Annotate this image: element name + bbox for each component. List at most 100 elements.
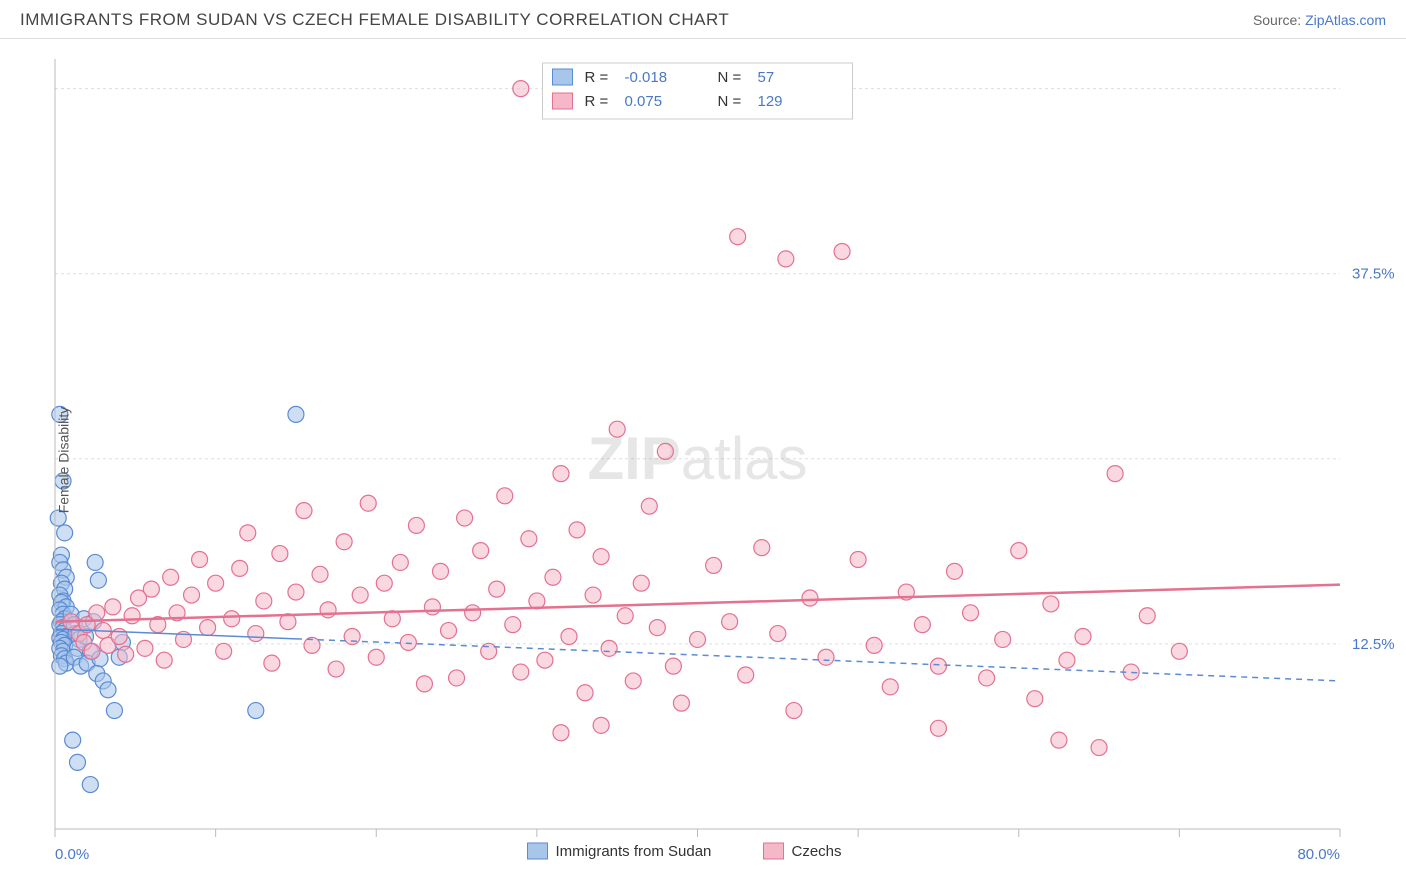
scatter-point bbox=[106, 703, 122, 719]
scatter-point bbox=[328, 661, 344, 677]
legend-n-label: N = bbox=[718, 93, 742, 110]
scatter-point bbox=[738, 667, 754, 683]
scatter-point bbox=[593, 717, 609, 733]
scatter-point bbox=[778, 251, 794, 267]
scatter-point bbox=[722, 614, 738, 630]
scatter-point bbox=[296, 503, 312, 519]
scatter-point bbox=[834, 244, 850, 260]
scatter-point bbox=[1059, 652, 1075, 668]
scatter-point bbox=[706, 557, 722, 573]
chart-header: IMMIGRANTS FROM SUDAN VS CZECH FEMALE DI… bbox=[0, 0, 1406, 39]
scatter-point bbox=[84, 643, 100, 659]
scatter-point bbox=[336, 534, 352, 550]
scatter-point bbox=[368, 649, 384, 665]
scatter-point bbox=[192, 552, 208, 568]
scatter-point bbox=[57, 525, 73, 541]
scatter-point bbox=[657, 443, 673, 459]
scatter-point bbox=[601, 640, 617, 656]
source-link[interactable]: ZipAtlas.com bbox=[1305, 12, 1386, 28]
scatter-point bbox=[786, 703, 802, 719]
scatter-point bbox=[105, 599, 121, 615]
scatter-point bbox=[465, 605, 481, 621]
scatter-point bbox=[802, 590, 818, 606]
scatter-point bbox=[441, 623, 457, 639]
scatter-point bbox=[641, 498, 657, 514]
scatter-point bbox=[352, 587, 368, 603]
scatter-point bbox=[124, 608, 140, 624]
scatter-point bbox=[770, 626, 786, 642]
scatter-point bbox=[224, 611, 240, 627]
scatter-point bbox=[90, 572, 106, 588]
scatter-point bbox=[930, 658, 946, 674]
scatter-point bbox=[561, 629, 577, 645]
chart-title: IMMIGRANTS FROM SUDAN VS CZECH FEMALE DI… bbox=[20, 10, 729, 30]
scatter-point bbox=[433, 563, 449, 579]
scatter-point bbox=[256, 593, 272, 609]
scatter-point bbox=[376, 575, 392, 591]
source-prefix: Source: bbox=[1253, 12, 1305, 28]
scatter-point bbox=[360, 495, 376, 511]
scatter-point bbox=[497, 488, 513, 504]
scatter-point bbox=[272, 546, 288, 562]
scatter-point bbox=[593, 549, 609, 565]
legend-r-label: R = bbox=[585, 69, 609, 86]
legend-swatch bbox=[764, 843, 784, 859]
legend-swatch bbox=[553, 93, 573, 109]
scatter-point bbox=[553, 725, 569, 741]
scatter-point bbox=[216, 643, 232, 659]
scatter-point bbox=[537, 652, 553, 668]
scatter-point bbox=[521, 531, 537, 547]
scatter-point bbox=[320, 602, 336, 618]
scatter-point bbox=[232, 560, 248, 576]
scatter-point bbox=[52, 658, 68, 674]
scatter-point bbox=[505, 617, 521, 633]
scatter-point bbox=[673, 695, 689, 711]
scatter-point bbox=[344, 629, 360, 645]
source-attribution: Source: ZipAtlas.com bbox=[1253, 12, 1386, 28]
scatter-point bbox=[248, 626, 264, 642]
scatter-point bbox=[1051, 732, 1067, 748]
legend-r-value: 0.075 bbox=[625, 93, 663, 110]
scatter-point bbox=[882, 679, 898, 695]
scatter-point bbox=[1107, 466, 1123, 482]
scatter-point bbox=[633, 575, 649, 591]
scatter-point bbox=[457, 510, 473, 526]
scatter-point bbox=[1139, 608, 1155, 624]
scatter-point bbox=[1027, 691, 1043, 707]
scatter-point bbox=[100, 682, 116, 698]
scatter-point bbox=[143, 581, 159, 597]
scatter-point bbox=[489, 581, 505, 597]
scatter-point bbox=[947, 563, 963, 579]
scatter-point bbox=[69, 754, 85, 770]
scatter-point bbox=[1011, 543, 1027, 559]
chart-area: Female Disability 12.5%37.5%ZIPatlas0.0%… bbox=[0, 39, 1406, 881]
scatter-point bbox=[87, 554, 103, 570]
scatter-chart: 12.5%37.5%ZIPatlas0.0%80.0%R =-0.018N =5… bbox=[0, 39, 1406, 881]
scatter-point bbox=[649, 620, 665, 636]
scatter-point bbox=[118, 646, 134, 662]
scatter-point bbox=[163, 569, 179, 585]
scatter-point bbox=[930, 720, 946, 736]
scatter-point bbox=[240, 525, 256, 541]
scatter-point bbox=[473, 543, 489, 559]
scatter-point bbox=[617, 608, 633, 624]
scatter-point bbox=[818, 649, 834, 665]
scatter-point bbox=[914, 617, 930, 633]
scatter-point bbox=[1043, 596, 1059, 612]
y-tick-label: 12.5% bbox=[1352, 636, 1395, 653]
scatter-point bbox=[690, 631, 706, 647]
legend-r-value: -0.018 bbox=[625, 69, 668, 86]
legend-n-value: 129 bbox=[758, 93, 783, 110]
scatter-point bbox=[850, 552, 866, 568]
y-tick-label: 37.5% bbox=[1352, 266, 1395, 283]
scatter-point bbox=[1171, 643, 1187, 659]
legend-n-label: N = bbox=[718, 69, 742, 86]
legend-label: Czechs bbox=[792, 843, 842, 860]
scatter-point bbox=[625, 673, 641, 689]
scatter-point bbox=[82, 777, 98, 793]
scatter-point bbox=[545, 569, 561, 585]
scatter-point bbox=[65, 732, 81, 748]
scatter-point bbox=[577, 685, 593, 701]
x-tick-label: 0.0% bbox=[55, 846, 89, 863]
scatter-point bbox=[963, 605, 979, 621]
